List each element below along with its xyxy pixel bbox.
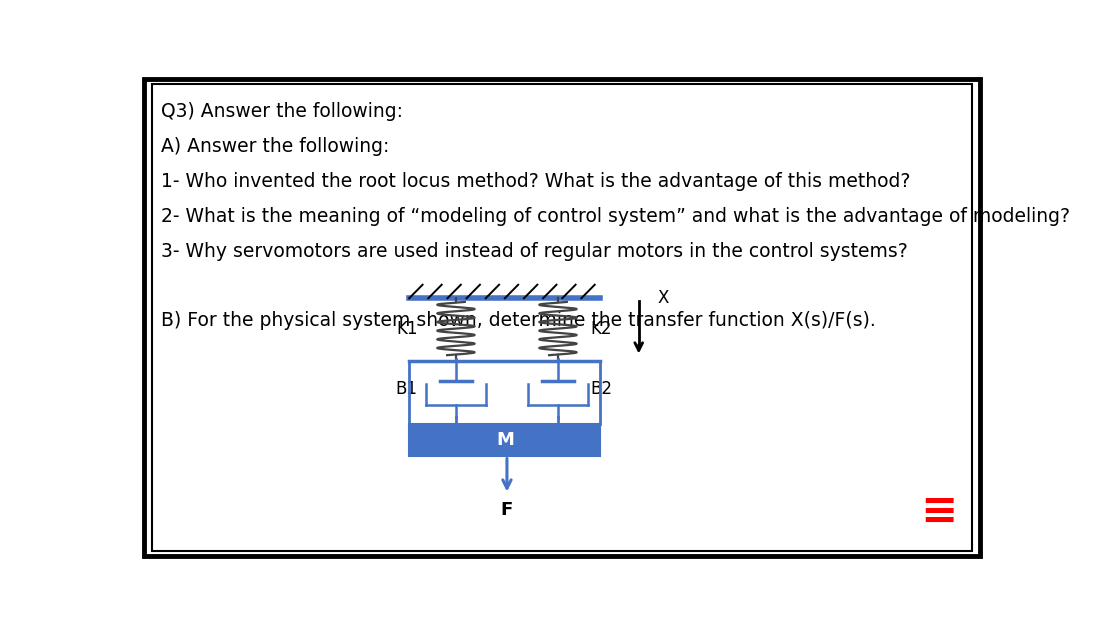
Text: 1- Who invented the root locus method? What is the advantage of this method?: 1- Who invented the root locus method? W… [161, 172, 911, 191]
Text: ≡: ≡ [920, 490, 958, 533]
Text: F: F [501, 501, 513, 519]
Text: 3- Why servomotors are used instead of regular motors in the control systems?: 3- Why servomotors are used instead of r… [161, 242, 907, 260]
Text: K2: K2 [590, 320, 612, 338]
Bar [409, 424, 600, 455]
Text: B) For the physical system shown, determine the transfer function X(s)/F(s).: B) For the physical system shown, determ… [161, 311, 875, 330]
Text: Q3) Answer the following:: Q3) Answer the following: [161, 102, 403, 121]
Text: B2: B2 [590, 380, 612, 398]
Text: X: X [657, 289, 669, 308]
Text: A) Answer the following:: A) Answer the following: [161, 137, 389, 156]
Text: M: M [496, 431, 513, 449]
Text: K1: K1 [396, 320, 418, 338]
Text: 2- What is the meaning of “modeling of control system” and what is the advantage: 2- What is the meaning of “modeling of c… [161, 207, 1070, 226]
Text: B1: B1 [396, 380, 418, 398]
